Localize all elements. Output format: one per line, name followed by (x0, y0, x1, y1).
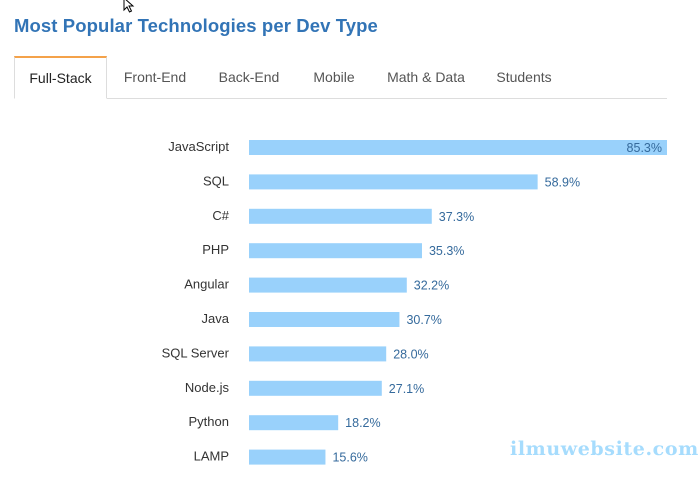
category-label-c: C# (212, 208, 229, 223)
category-label-java: Java (202, 311, 230, 326)
bar-java (249, 312, 400, 327)
bar-python (249, 415, 339, 431)
category-label-angular: Angular (184, 277, 229, 292)
category-label-sql: SQL (203, 173, 229, 188)
value-label-java: 30.7% (406, 313, 441, 327)
bar-sql-server (249, 346, 387, 362)
category-label-sql-server: SQL Server (162, 345, 230, 360)
tab-math-data[interactable]: Math & Data (387, 69, 465, 85)
page-title: Most Popular Technologies per Dev Type (14, 15, 378, 36)
category-label-lamp: LAMP (194, 449, 229, 464)
value-label-python: 18.2% (345, 416, 380, 430)
category-label-node-js: Node.js (185, 380, 230, 395)
mouse-cursor-icon (123, 0, 135, 13)
value-label-sql: 58.9% (545, 175, 580, 189)
tab-students[interactable]: Students (496, 69, 552, 85)
category-label-javascript: JavaScript (168, 139, 229, 154)
category-label-python: Python (189, 414, 229, 429)
category-label-php: PHP (202, 242, 229, 257)
tab-full-stack[interactable]: Full-Stack (14, 56, 107, 99)
bar-lamp (249, 449, 326, 465)
bar-javascript (249, 140, 667, 155)
bar-php (249, 243, 422, 259)
tab-front-end[interactable]: Front-End (123, 69, 187, 85)
value-label-c: 37.3% (439, 210, 474, 224)
bar-node-js (249, 380, 382, 396)
tab-back-end[interactable]: Back-End (218, 69, 280, 85)
bar-angular (249, 277, 407, 293)
value-label-javascript: 85.3% (627, 141, 662, 155)
bar-sql (249, 174, 538, 190)
value-label-sql-server: 28.0% (393, 347, 428, 361)
bar-c (249, 208, 432, 224)
value-label-lamp: 15.6% (332, 451, 367, 465)
tab-mobile[interactable]: Mobile (313, 69, 355, 85)
value-label-node-js: 27.1% (389, 382, 424, 396)
watermark: ilmuwebsite.com (510, 438, 699, 460)
dev-type-tabs: Full-Stack Front-End Back-End Mobile Mat… (14, 56, 667, 99)
value-label-php: 35.3% (429, 244, 464, 258)
value-label-angular: 32.2% (414, 279, 449, 293)
